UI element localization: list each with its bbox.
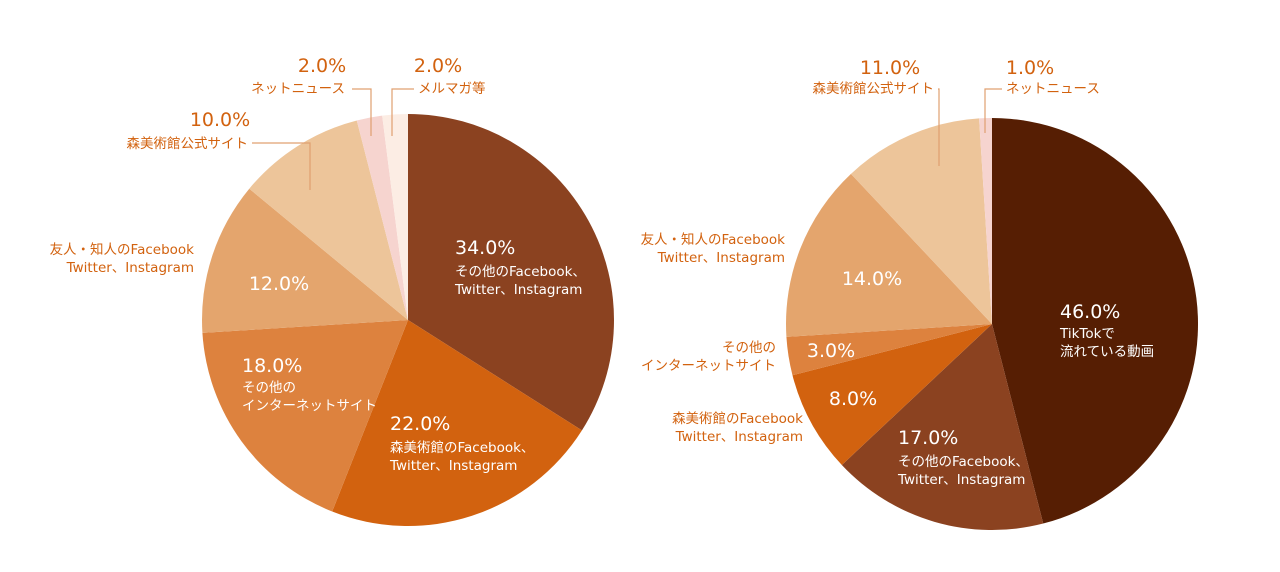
slice-percent-label: 46.0%: [1060, 301, 1120, 323]
slice-percent-label: 14.0%: [842, 268, 902, 290]
slice-category-label: その他の: [242, 380, 296, 396]
slice-category-label: Twitter、Instagram: [454, 282, 582, 298]
slice-category-label: ネットニュース: [251, 81, 345, 97]
pie-slice: [792, 324, 992, 466]
leader-line: [938, 88, 940, 166]
slice-percent-label: 34.0%: [455, 237, 515, 259]
slice-category-label: メルマガ等: [418, 80, 486, 97]
slice-category-label: その他の: [722, 340, 776, 356]
pie-slice: [202, 320, 408, 512]
slice-category-label: Twitter、Instagram: [389, 458, 517, 474]
slice-category-label: Twitter、Instagram: [66, 260, 194, 276]
slice-category-label: 森美術館公式サイト: [813, 81, 935, 97]
slice-category-label: Twitter、Instagram: [897, 472, 1025, 488]
pie-slice: [408, 114, 614, 431]
pie-slice: [841, 324, 1044, 531]
slice-category-label: 流れている動画: [1060, 344, 1154, 360]
leader-line: [984, 88, 1002, 133]
pie-chart-1: 34.0% その他のFacebook、 Twitter、Instagram 22.0%…: [50, 55, 614, 526]
pie-slice: [356, 115, 408, 321]
slice-category-label: 友人・知人のFacebook: [50, 241, 195, 258]
pie-slice: [382, 113, 408, 320]
slice-category-label: インターネットサイト: [242, 398, 377, 414]
pie-slice: [850, 118, 992, 324]
leader-line: [352, 88, 372, 136]
leader-line: [391, 88, 414, 136]
slice-percent-label: 10.0%: [190, 109, 250, 131]
slice-percent-label: 17.0%: [898, 427, 958, 449]
pie-slice: [992, 118, 1199, 524]
slice-percent-label: 3.0%: [807, 340, 855, 362]
slice-percent-label: 22.0%: [390, 413, 450, 435]
slice-percent-label: 2.0%: [414, 55, 462, 77]
pie-slice: [979, 118, 992, 324]
slice-category-label: インターネットサイト: [641, 358, 776, 374]
slice-category-label: TikTokで: [1059, 326, 1115, 342]
slice-category-label: 森美術館公式サイト: [127, 136, 249, 152]
slice-category-label: Twitter、Instagram: [657, 250, 785, 266]
slice-category-label: 森美術館のFacebook、: [390, 440, 534, 456]
slice-percent-label: 11.0%: [860, 57, 920, 79]
slice-percent-label: 1.0%: [1006, 57, 1054, 79]
slice-percent-label: 8.0%: [829, 388, 877, 410]
slice-percent-label: 18.0%: [242, 355, 302, 377]
pie-slice: [786, 324, 992, 376]
pie-slice: [332, 320, 582, 526]
slice-category-label: ネットニュース: [1006, 81, 1100, 97]
slice-category-label: その他のFacebook、: [455, 264, 586, 280]
slice-category-label: 友人・知人のFacebook: [641, 231, 786, 248]
slice-category-label: Twitter、Instagram: [675, 429, 803, 445]
pie-slice: [786, 173, 992, 337]
leader-line: [252, 142, 311, 190]
slice-category-label: 森美術館のFacebook: [672, 411, 803, 427]
pie-slice: [249, 120, 408, 320]
slice-percent-label: 2.0%: [298, 55, 346, 77]
slice-category-label: その他のFacebook、: [898, 454, 1029, 470]
pie-slice: [202, 188, 408, 333]
slice-percent-label: 12.0%: [249, 273, 309, 295]
